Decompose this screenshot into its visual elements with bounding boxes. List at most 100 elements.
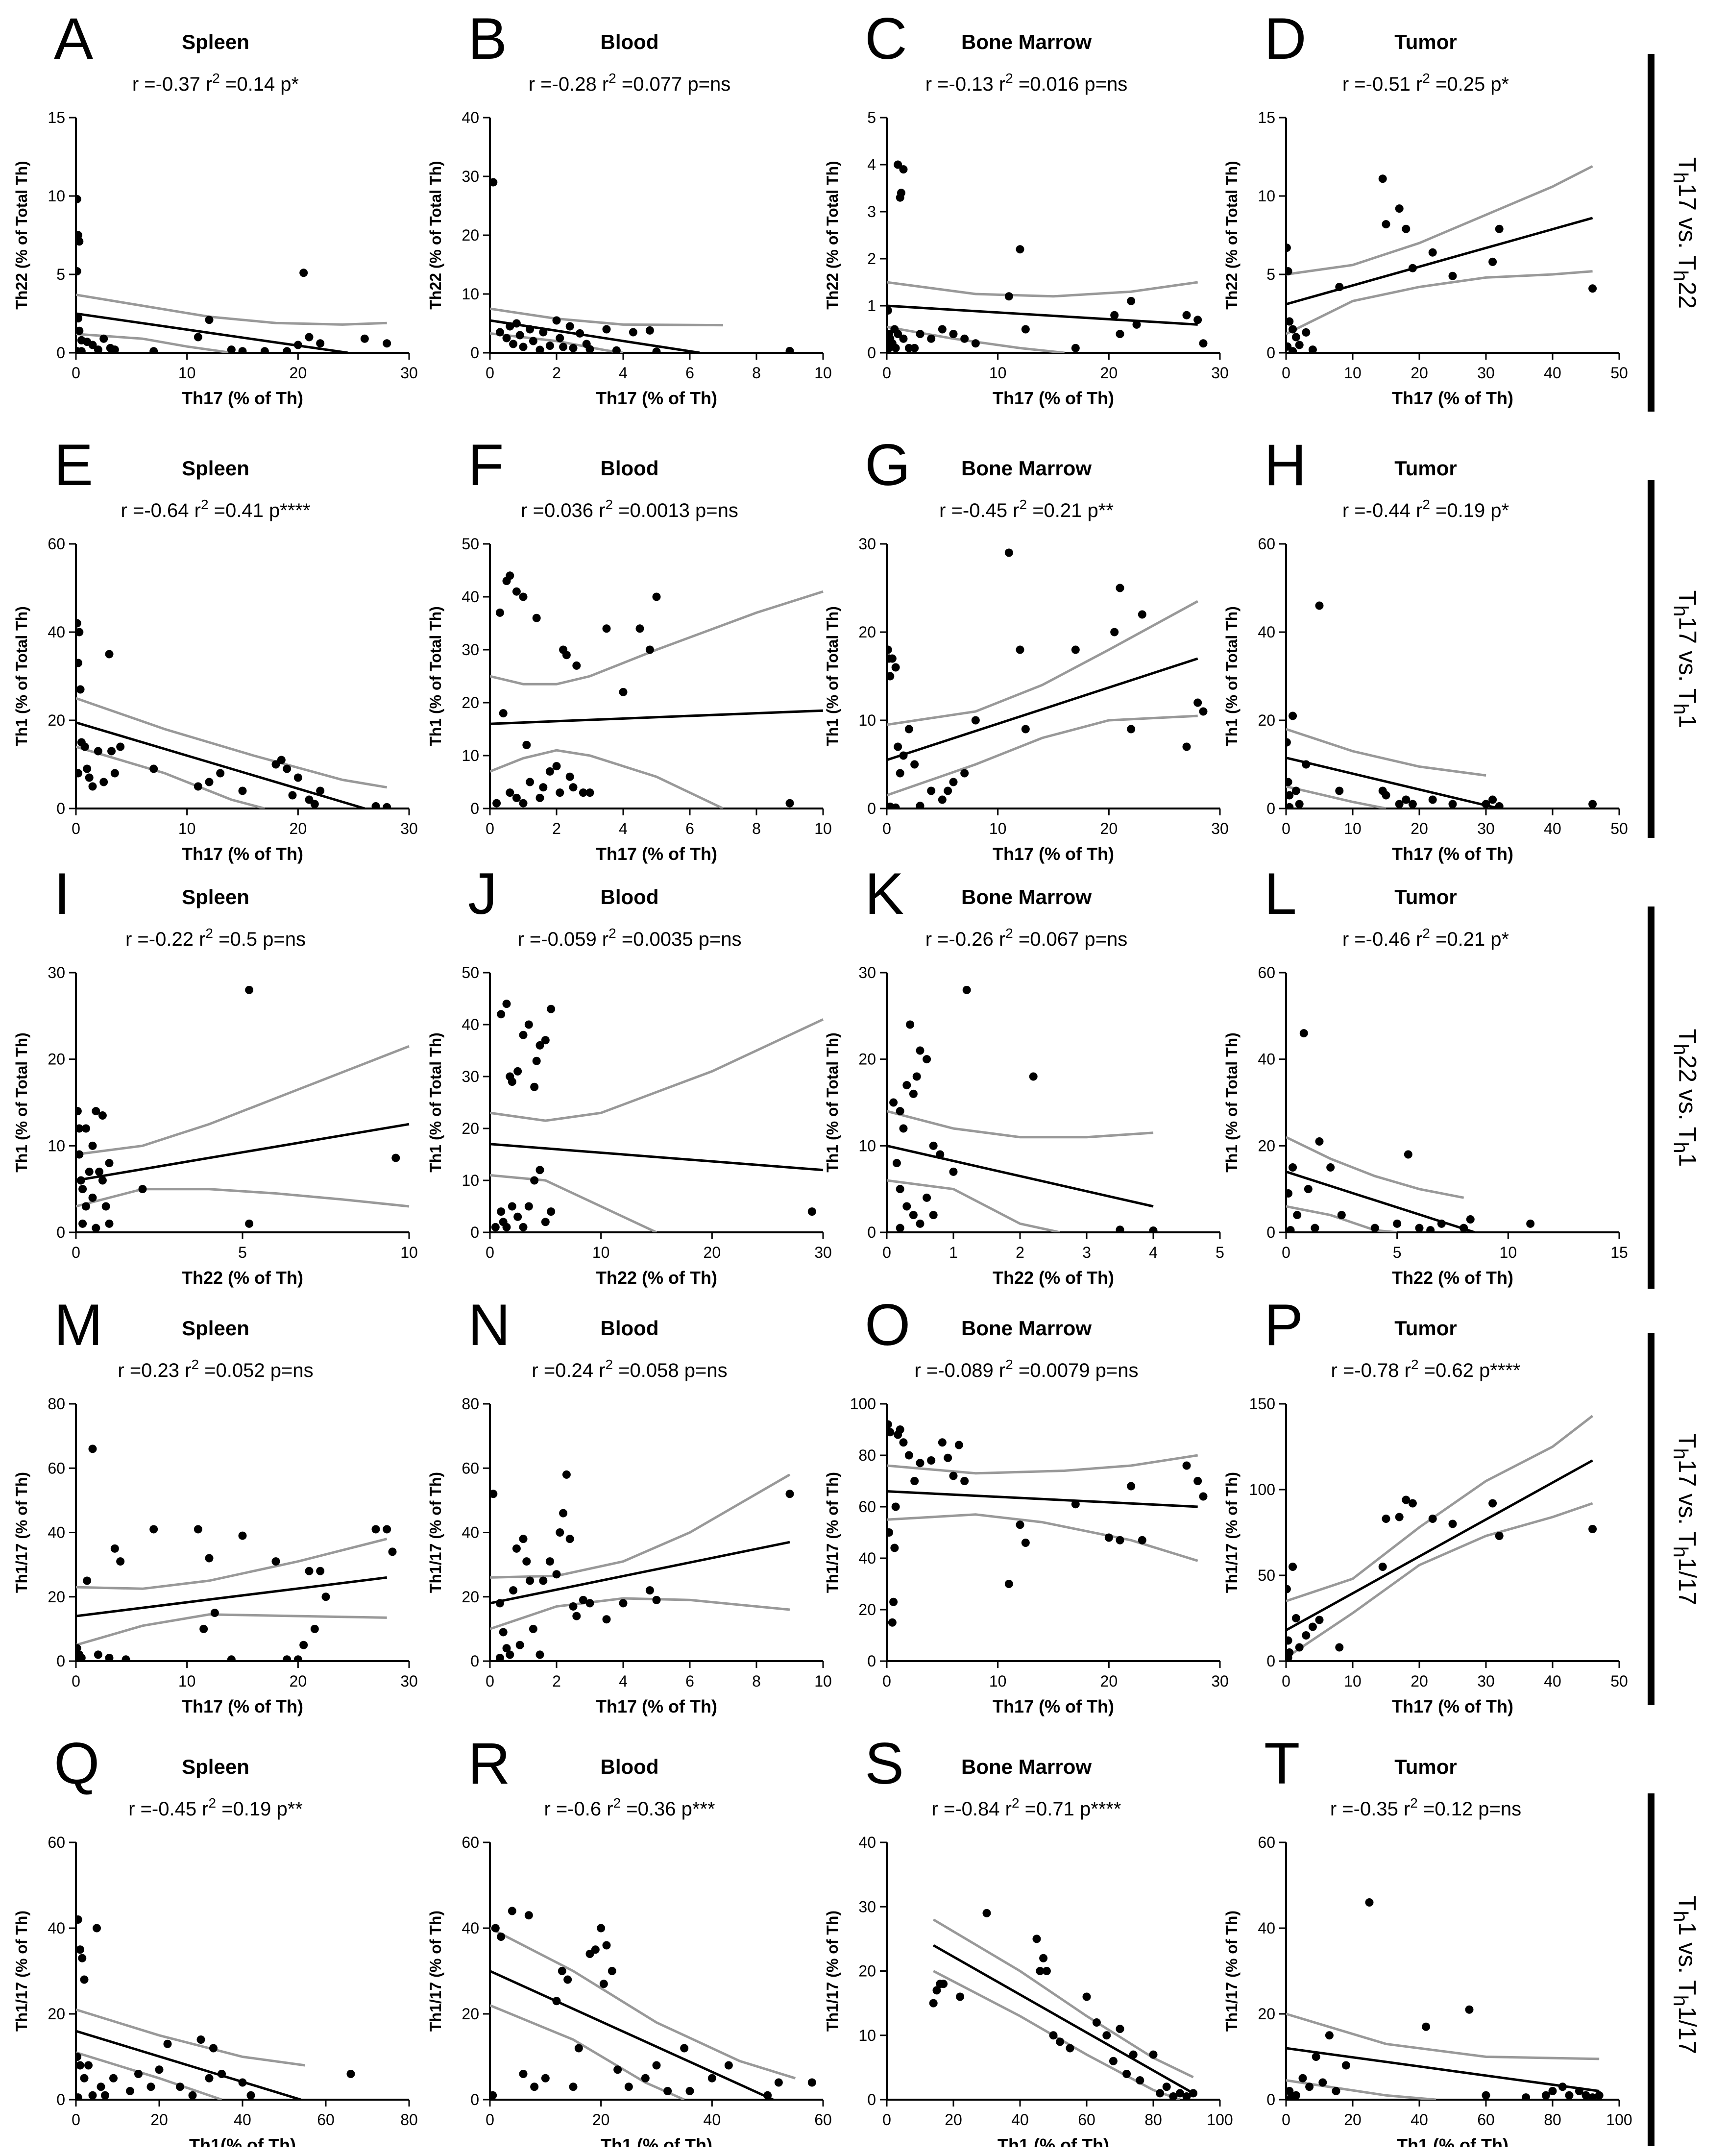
panel-f-point-13 [539, 783, 548, 792]
panel-s-y-tick-label-4: 40 [858, 1834, 876, 1851]
panel-h-fit-line [1286, 757, 1500, 808]
panel-b-point-9 [529, 337, 537, 345]
panel-t-point-10 [1422, 2022, 1431, 2031]
panel-b-point-18 [576, 329, 584, 338]
panel-c-ylabel: Th22 (% of Total Th) [824, 161, 841, 309]
panel-o-ylabel: Th1/17 (% of Th) [824, 1472, 841, 1593]
panel-n-y-tick-label-0: 0 [470, 1652, 479, 1670]
panel-r-xlabel: Th1 (% of Th) [601, 2135, 712, 2147]
panel-f-point-25 [619, 687, 628, 696]
panel-r-point-24 [685, 2087, 694, 2095]
panel-h-point-20 [1286, 803, 1294, 808]
panel-h-x-tick-label-3: 30 [1477, 820, 1495, 837]
panel-r-point-13 [591, 1945, 600, 1954]
panel-o-ci-upper [887, 1454, 1198, 1475]
panel-g-y-tick-label-1: 10 [858, 711, 876, 729]
panel-t-y-tick-label-0: 0 [1266, 2091, 1275, 2108]
panel-s-title: Bone Marrow [961, 1755, 1092, 1778]
panel-n-point-21 [572, 1612, 581, 1620]
panel-s-point-9 [1042, 1967, 1051, 1975]
panel-f-point-12 [535, 793, 544, 802]
panel-o-point-9 [904, 1451, 913, 1460]
row-label-4: Th1 vs. Th1/17 [1644, 1793, 1727, 2156]
panel-e-point-2 [76, 659, 83, 667]
panel-g-xlabel: Th17 (% of Th) [993, 844, 1114, 864]
panel-k-y-tick-label-0: 0 [867, 1224, 876, 1241]
panel-k-x-tick-label-3: 3 [1082, 1244, 1091, 1261]
panel-e-xlabel: Th17 (% of Th) [182, 844, 303, 864]
panel-l-point-12 [1426, 1226, 1435, 1232]
panel-b-point-11 [539, 328, 548, 337]
panel-m-point-10 [149, 1525, 158, 1534]
panel-h-point-10 [1382, 791, 1390, 800]
panel-e-point-11 [107, 747, 116, 756]
panel-o-x-tick-label-3: 30 [1211, 1672, 1229, 1690]
panel-r-point-5 [530, 2082, 539, 2091]
panel-m-point-28 [76, 1655, 83, 1661]
panel-g-x-tick-label-3: 30 [1211, 820, 1229, 837]
panel-q-point-3 [80, 1975, 89, 1984]
panel-l-x-tick-label-3: 15 [1610, 1244, 1628, 1261]
panel-s-y-tick-label-2: 20 [858, 1962, 876, 1980]
panel-f-y-tick-label-3: 30 [462, 641, 479, 659]
panel-j-point-15 [508, 1202, 516, 1211]
panel-j-point-16 [513, 1212, 522, 1221]
panel-q-ci-lower [76, 2051, 222, 2100]
panel-e-plot-area [76, 619, 391, 808]
panel-n: N Blood r =0.24 r2 =0.058 p=ns 0 2 4 6 8 10 0 20 40… [427, 1292, 832, 1716]
panel-n-point-0 [490, 1490, 498, 1498]
panel-e: E Spleen r =-0.64 r2 =0.41 p**** 0 10 20 30 0 20… [13, 432, 418, 864]
panel-a-letter: A [54, 6, 93, 72]
panel-q-point-11 [101, 2091, 109, 2100]
panel-l-point-1 [1289, 1163, 1297, 1172]
panel-c-point-25 [1127, 296, 1136, 305]
panel-s-point-10 [1049, 2031, 1058, 2040]
panel-f-point-21 [572, 661, 581, 670]
panel-p-point-7 [1308, 1622, 1317, 1631]
panel-q-xlabel: Th1(% of Th) [189, 2135, 296, 2147]
panel-f-point-19 [565, 772, 574, 781]
panel-d-x-tick-label-0: 0 [1282, 364, 1290, 382]
panel-j-point-24 [807, 1207, 816, 1216]
panel-s-point-25 [1175, 2089, 1184, 2098]
panel-t-letter: T [1264, 1731, 1300, 1796]
panel-m-point-17 [271, 1557, 280, 1566]
panel-c-y-tick-label-1: 1 [867, 297, 876, 315]
panel-r-ylabel: Th1/17 (% of Th) [427, 1911, 444, 2032]
panel-k-ylabel: Th1 (% of Total Th) [824, 1032, 841, 1173]
panel-f-point-24 [602, 624, 611, 633]
panel-m-point-24 [321, 1592, 330, 1601]
panel-o-point-26 [1182, 1461, 1191, 1470]
panel-n-y-tick-label-2: 40 [462, 1524, 479, 1542]
panel-n-point-4 [506, 1650, 514, 1659]
panel-q-ylabel: Th1/17 (% of Th) [13, 1911, 30, 2032]
panel-i-point-10 [92, 1107, 100, 1116]
panel-m-point-20 [299, 1641, 308, 1649]
row-label-4-post: 1/17 [1674, 2006, 1702, 2054]
panel-g-point-15 [960, 769, 969, 778]
panel-n-point-2 [499, 1628, 508, 1637]
panel-e-point-7 [88, 782, 97, 791]
panel-k-point-22 [1149, 1226, 1158, 1232]
panel-q-x-tick-label-4: 80 [400, 2111, 418, 2129]
panel-n-point-5 [509, 1586, 518, 1595]
panel-q-point-21 [205, 2074, 214, 2082]
row-label-2-sub2: h [1669, 1141, 1693, 1153]
panel-b-x-tick-label-0: 0 [486, 364, 494, 382]
panel-s-ylabel: Th1/17 (% of Th) [824, 1911, 841, 2032]
panel-j-point-10 [541, 1036, 550, 1045]
panel-q-point-18 [176, 2082, 184, 2091]
panel-p-ylabel: Th1/17 (% of Th) [1223, 1472, 1241, 1593]
panel-j-x-tick-label-2: 20 [704, 1244, 721, 1261]
panel-r-x-tick-label-1: 20 [592, 2111, 610, 2129]
panel-n-point-14 [545, 1557, 554, 1566]
panel-n-point-6 [512, 1544, 521, 1553]
panel-f-point-18 [562, 651, 571, 660]
panel-d-point-7 [1308, 345, 1317, 353]
panel-h-point-18 [1495, 802, 1504, 808]
panel-s-point-26 [1182, 2092, 1191, 2100]
panel-t-plot-area [1286, 1898, 1604, 2100]
panel-n-point-17 [559, 1509, 568, 1518]
panel-b-point-17 [569, 343, 578, 352]
panel-q-point-19 [188, 2091, 197, 2100]
